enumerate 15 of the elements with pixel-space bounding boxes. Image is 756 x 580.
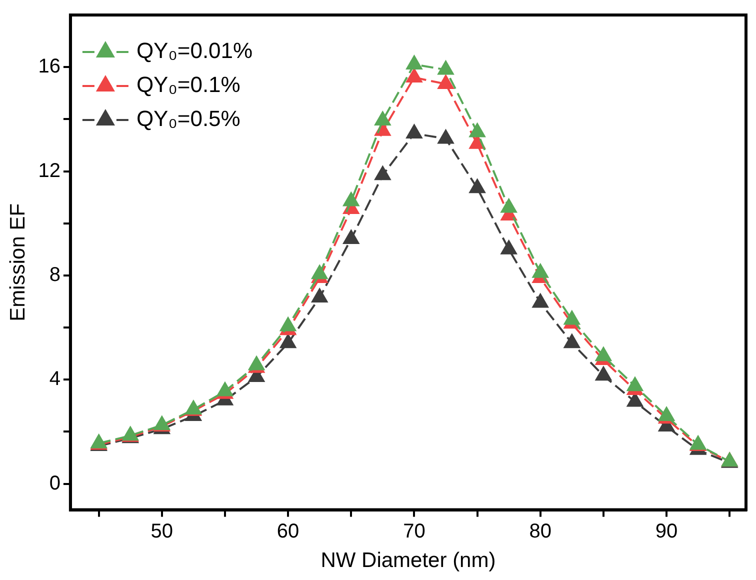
legend-label: QY₀=0.5%	[136, 106, 240, 132]
y-tick-label: 12	[38, 160, 60, 182]
x-tick-label: 60	[276, 520, 300, 542]
x-axis-title: NW Diameter (nm)	[320, 549, 496, 572]
x-tick-label: 50	[150, 520, 174, 542]
x-tick-label: 80	[529, 520, 552, 542]
x-tick-label: 90	[655, 520, 678, 542]
y-axis-title: Emission EF	[6, 203, 30, 322]
y-tick-label: 0	[49, 472, 60, 494]
x-tick-label: 70	[403, 520, 426, 542]
legend-label: QY₀=0.1%	[136, 72, 240, 98]
y-tick-label: 4	[49, 368, 60, 390]
legend-label: QY₀=0.01%	[136, 38, 253, 64]
y-tick-label: 8	[49, 264, 60, 286]
y-tick-label: 16	[38, 56, 60, 78]
